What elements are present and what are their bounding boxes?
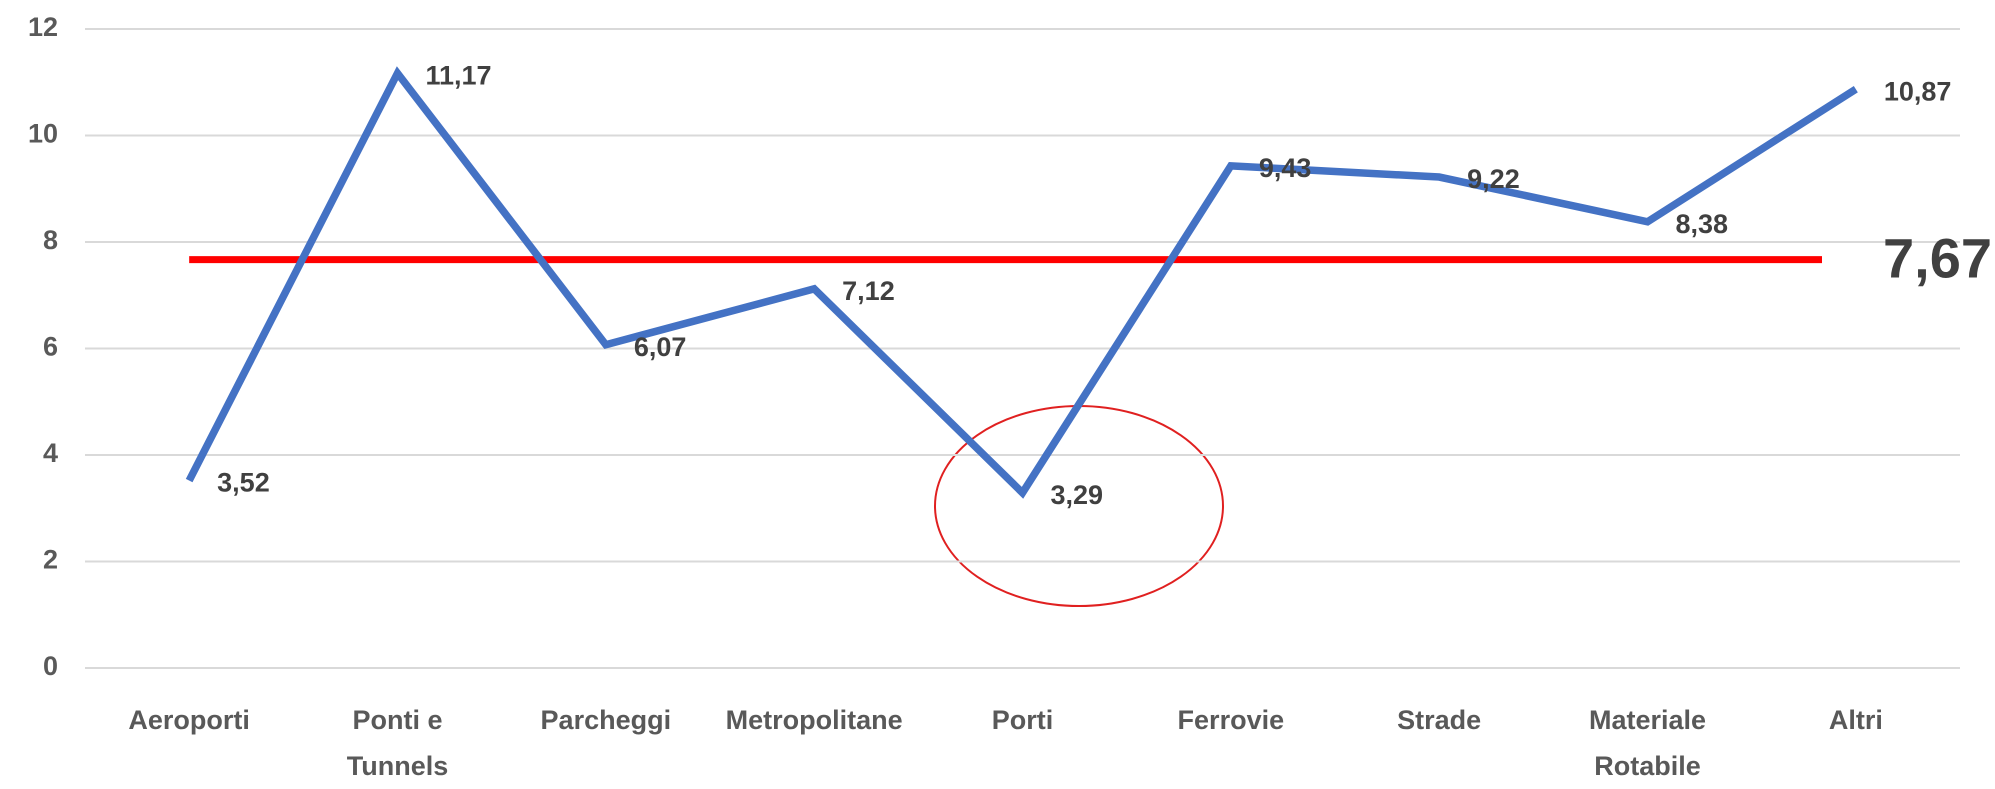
x-tick-label: Porti — [991, 705, 1054, 735]
data-label: 7,12 — [842, 276, 895, 306]
y-tick-label: 2 — [43, 545, 58, 575]
x-tick-label: Metropolitane — [725, 705, 903, 735]
data-line — [185, 66, 1858, 499]
x-tick-label: Materiale Rotabile — [1588, 705, 1707, 781]
data-label: 9,43 — [1259, 153, 1312, 183]
y-tick-label: 12 — [28, 12, 58, 42]
data-label: 11,17 — [426, 60, 492, 90]
data-label: 6,07 — [634, 332, 687, 362]
y-tick-label: 4 — [43, 438, 58, 468]
x-tick-label: Parcheggi — [540, 705, 672, 735]
data-label: 3,52 — [217, 468, 270, 498]
x-tick-label: Strade — [1397, 705, 1482, 735]
x-tick-label: Ferrovie — [1177, 705, 1285, 735]
data-label: 10,87 — [1884, 76, 1952, 106]
x-tick-label: Altri — [1828, 705, 1883, 735]
data-label: 8,38 — [1676, 209, 1729, 239]
y-tick-label: 10 — [28, 119, 58, 149]
data-label: 9,22 — [1467, 164, 1520, 194]
y-tick-label: 0 — [43, 651, 58, 681]
x-tick-label: Aeroporti — [128, 705, 250, 735]
average-label: 7,67 — [1883, 226, 1992, 289]
y-tick-label: 8 — [43, 225, 58, 255]
y-tick-label: 6 — [43, 332, 58, 362]
x-tick-label: Ponti e Tunnels — [346, 705, 449, 781]
data-label: 3,29 — [1051, 480, 1104, 510]
